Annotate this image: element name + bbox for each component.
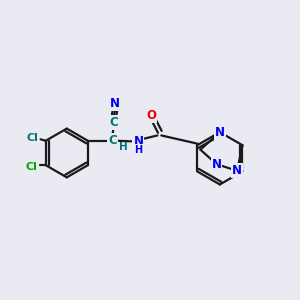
Text: N: N xyxy=(215,126,225,139)
Text: H: H xyxy=(119,142,128,152)
Text: O: O xyxy=(146,109,157,122)
Text: N: N xyxy=(232,164,242,177)
Text: N: N xyxy=(110,98,120,110)
Text: Cl: Cl xyxy=(26,133,38,143)
Text: N: N xyxy=(212,158,221,171)
Text: C: C xyxy=(108,134,117,147)
Text: Cl: Cl xyxy=(26,162,37,172)
Text: N: N xyxy=(134,135,143,148)
Text: H: H xyxy=(134,145,142,155)
Text: C: C xyxy=(110,116,118,129)
